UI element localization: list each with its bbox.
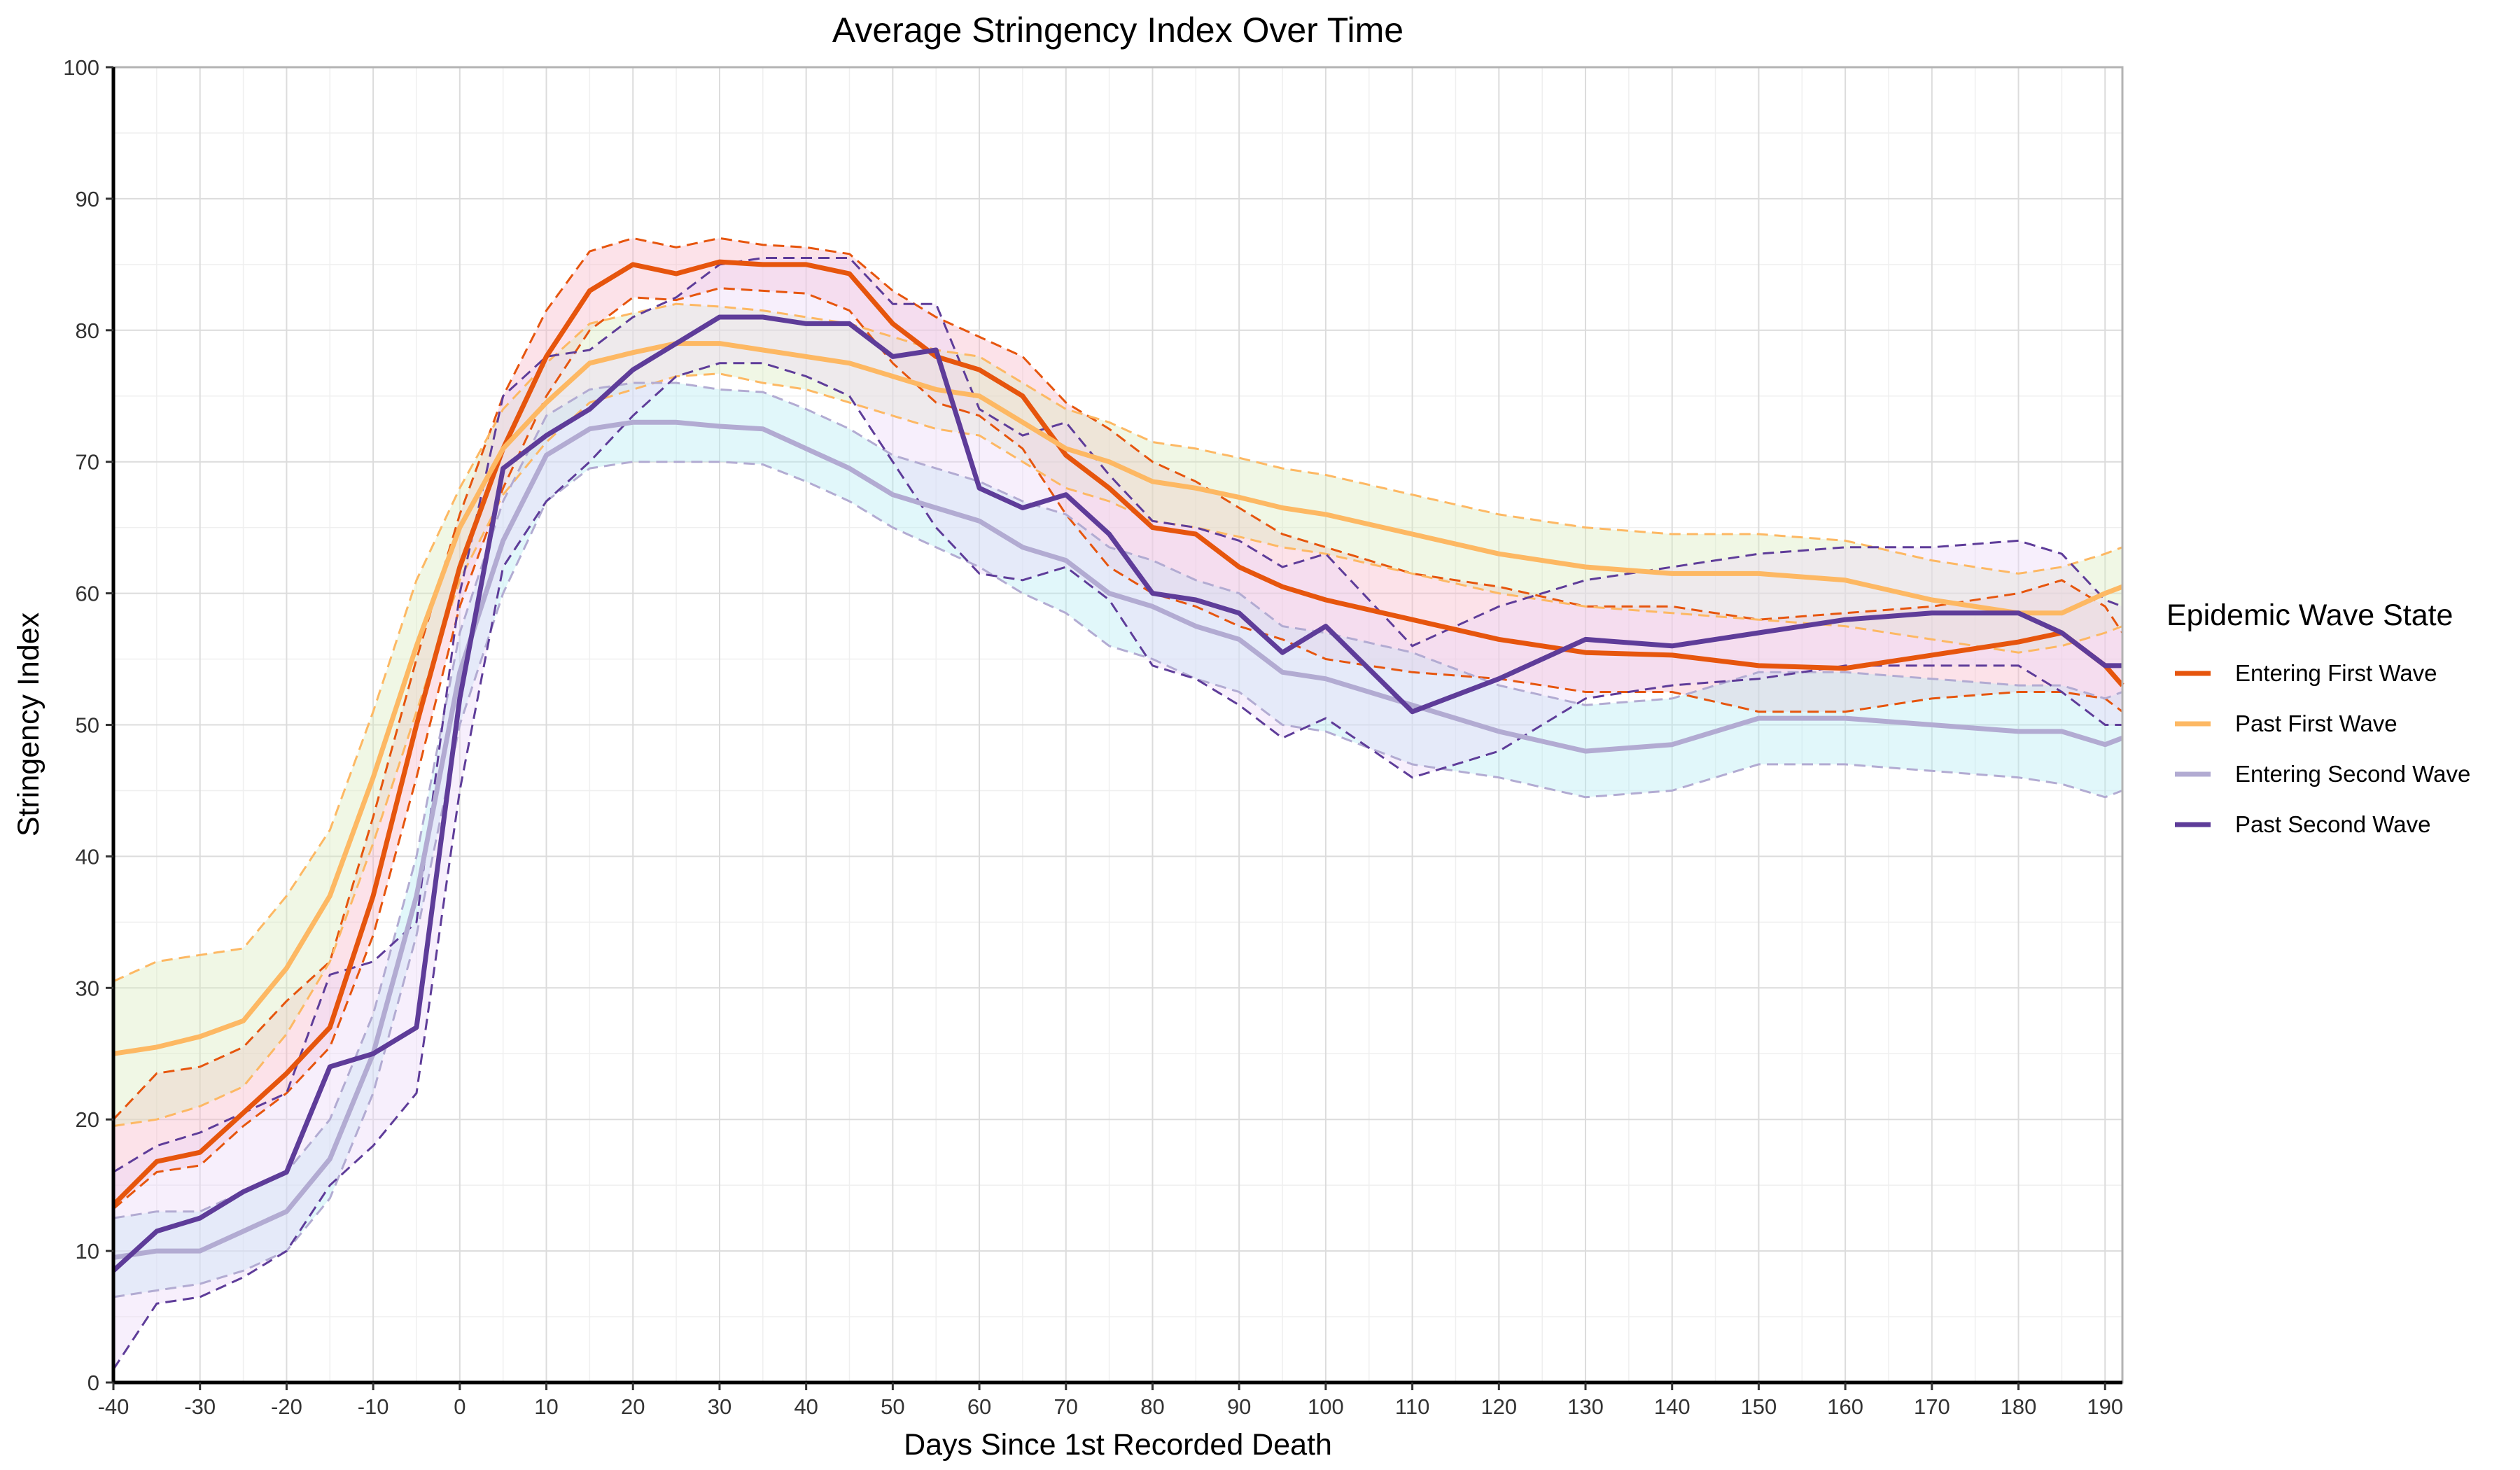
x-tick-label: 20	[621, 1394, 645, 1419]
confidence-bounds	[112, 237, 2124, 1371]
legend-label: Past First Wave	[2235, 710, 2398, 736]
x-tick-label: 50	[881, 1394, 904, 1419]
x-tick-label: 130	[1567, 1394, 1604, 1419]
confidence-band	[113, 383, 2122, 1297]
series-line	[113, 419, 2124, 1260]
x-tick-label: 60	[967, 1394, 991, 1419]
x-tick-label: -20	[271, 1394, 302, 1419]
y-tick-label: 80	[76, 318, 99, 343]
x-tick-label: 140	[1654, 1394, 1690, 1419]
y-tick-label: 30	[76, 976, 99, 1000]
x-tick-label: 160	[1827, 1394, 1863, 1419]
x-tick-label: 120	[1480, 1394, 1517, 1419]
legend-label: Past Second Wave	[2235, 811, 2430, 837]
series-line	[113, 341, 2124, 1056]
upper-bound-line	[113, 302, 2123, 983]
x-tick-label: -10	[358, 1394, 389, 1419]
x-axis-ticks: -40 -30 -20 -10 0 10 20 30 40 50 60 70 80 90 100 110 120…	[98, 1382, 2123, 1419]
chart-title: Average Stringency Index Over Time	[832, 10, 1404, 50]
y-tick-label: 20	[76, 1107, 99, 1132]
y-tick-label: 90	[76, 187, 99, 211]
y-tick-label: 0	[88, 1371, 99, 1395]
x-tick-label: 0	[454, 1394, 465, 1419]
x-tick-label: 190	[2087, 1394, 2123, 1419]
x-tick-label: 170	[1914, 1394, 1950, 1419]
x-tick-label: 150	[1741, 1394, 1777, 1419]
x-tick-label: 180	[2001, 1394, 2037, 1419]
upper-bound-line	[112, 237, 2124, 1121]
x-tick-label: 30	[708, 1394, 732, 1419]
series-lines	[111, 259, 2124, 1273]
x-tick-label: 80	[1140, 1394, 1164, 1419]
x-tick-label: 100	[1308, 1394, 1344, 1419]
y-axis-title: Stringency Index	[12, 612, 46, 836]
legend-title: Epidemic Wave State	[2166, 598, 2453, 632]
series-line	[111, 314, 2122, 1273]
x-tick-label: 110	[1395, 1394, 1429, 1419]
y-axis-ticks: 0 10 20 30 40 50 60 70 80 90 100	[63, 55, 113, 1395]
y-tick-label: 100	[63, 55, 99, 80]
x-tick-label: 90	[1227, 1394, 1251, 1419]
x-tick-label: -30	[184, 1394, 216, 1419]
x-tick-label: 40	[794, 1394, 818, 1419]
legend-label: Entering Second Wave	[2235, 761, 2470, 787]
x-axis-title: Days Since 1st Recorded Death	[904, 1428, 1332, 1462]
x-tick-label: 70	[1054, 1394, 1078, 1419]
lower-bound-line	[113, 287, 2123, 1210]
x-tick-label: 10	[534, 1394, 558, 1419]
y-tick-label: 10	[76, 1239, 99, 1264]
series-line	[111, 259, 2124, 1207]
upper-bound-line	[113, 257, 2123, 1173]
legend-label: Entering First Wave	[2235, 660, 2437, 686]
y-tick-label: 60	[76, 582, 99, 606]
legend: Epidemic Wave State Entering First Wave P…	[2166, 598, 2470, 837]
lower-bound-line	[112, 362, 2122, 1371]
y-tick-label: 40	[76, 844, 99, 869]
y-tick-label: 50	[76, 713, 99, 738]
x-tick-label: -40	[98, 1394, 130, 1419]
y-tick-label: 70	[76, 450, 99, 475]
lower-bound-line	[113, 461, 2123, 1298]
upper-bound-line	[113, 382, 2123, 1219]
